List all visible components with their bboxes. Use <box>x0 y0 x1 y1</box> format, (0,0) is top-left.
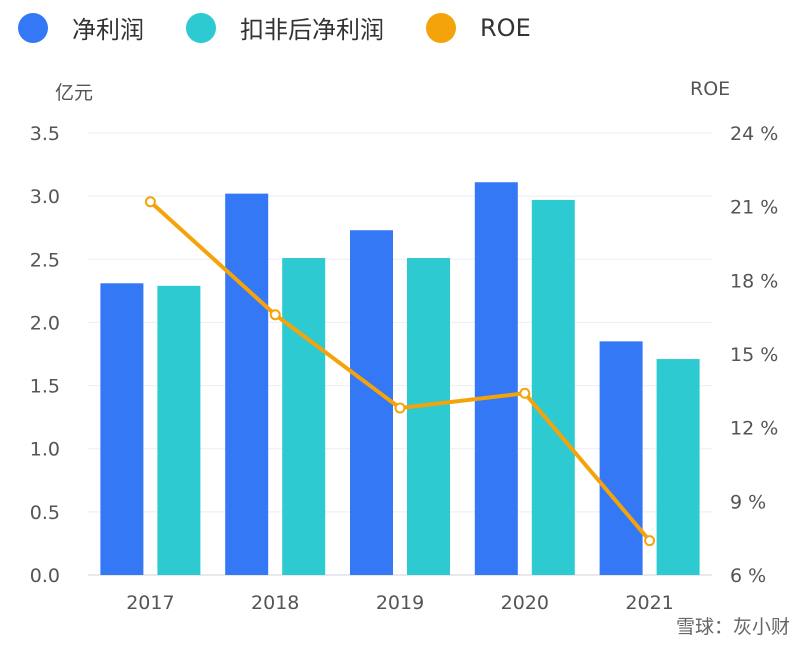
right-tick-label: 21 % <box>730 197 778 219</box>
legend-label-net-profit: 净利润 <box>72 16 144 44</box>
left-tick-label: 1.0 <box>30 439 60 461</box>
legend-label-adjusted-profit: 扣非后净利润 <box>240 16 384 44</box>
left-tick-label: 2.0 <box>30 312 60 334</box>
bar-net-profit <box>474 182 518 575</box>
legend-item-net-profit: 净利润 <box>18 10 144 45</box>
legend-label-roe: ROE <box>480 13 531 42</box>
x-tick-label: 2020 <box>501 592 549 614</box>
left-tick-label: 0.0 <box>30 565 60 587</box>
legend-dot-roe <box>426 12 456 43</box>
bar-net-profit <box>225 193 269 576</box>
legend: 净利润 扣非后净利润 ROE <box>18 10 573 45</box>
right-tick-label: 18 % <box>730 270 778 292</box>
legend-item-adjusted-profit: 扣非后净利润 <box>186 10 384 45</box>
x-tick-label: 2018 <box>251 592 299 614</box>
bar-net-profit <box>599 341 643 575</box>
left-tick-label: 0.5 <box>30 502 60 524</box>
bar-adjusted-profit <box>656 359 700 575</box>
bar-adjusted-profit <box>531 199 575 575</box>
bar-adjusted-profit <box>407 258 450 575</box>
roe-point <box>644 535 656 547</box>
legend-dot-net-profit <box>18 12 48 43</box>
left-axis-unit: 亿元 <box>55 82 94 104</box>
left-tick-label: 3.0 <box>30 186 60 208</box>
roe-point <box>519 387 531 399</box>
roe-point <box>269 309 281 321</box>
legend-item-roe: ROE <box>426 12 531 43</box>
right-tick-label: 6 % <box>730 565 766 587</box>
bar-net-profit <box>100 283 144 575</box>
watermark: 雪球：灰小财 <box>675 616 790 638</box>
left-tick-label: 2.5 <box>30 249 60 271</box>
x-tick-label: 2017 <box>126 592 174 614</box>
left-tick-label: 1.5 <box>30 376 60 398</box>
right-axis-unit: ROE <box>690 78 731 100</box>
legend-dot-adjusted-profit <box>186 12 216 43</box>
bar-net-profit <box>350 230 393 576</box>
x-tick-label: 2019 <box>376 592 424 614</box>
roe-point <box>144 196 156 208</box>
right-tick-label: 24 % <box>730 123 778 145</box>
x-tick-label: 2021 <box>625 592 673 614</box>
bar-adjusted-profit <box>282 258 326 575</box>
roe-point <box>394 402 406 414</box>
right-tick-label: 12 % <box>730 418 778 440</box>
right-tick-label: 15 % <box>730 344 778 366</box>
right-tick-label: 9 % <box>730 491 766 513</box>
bar-adjusted-profit <box>157 285 201 575</box>
left-tick-label: 3.5 <box>30 123 60 145</box>
